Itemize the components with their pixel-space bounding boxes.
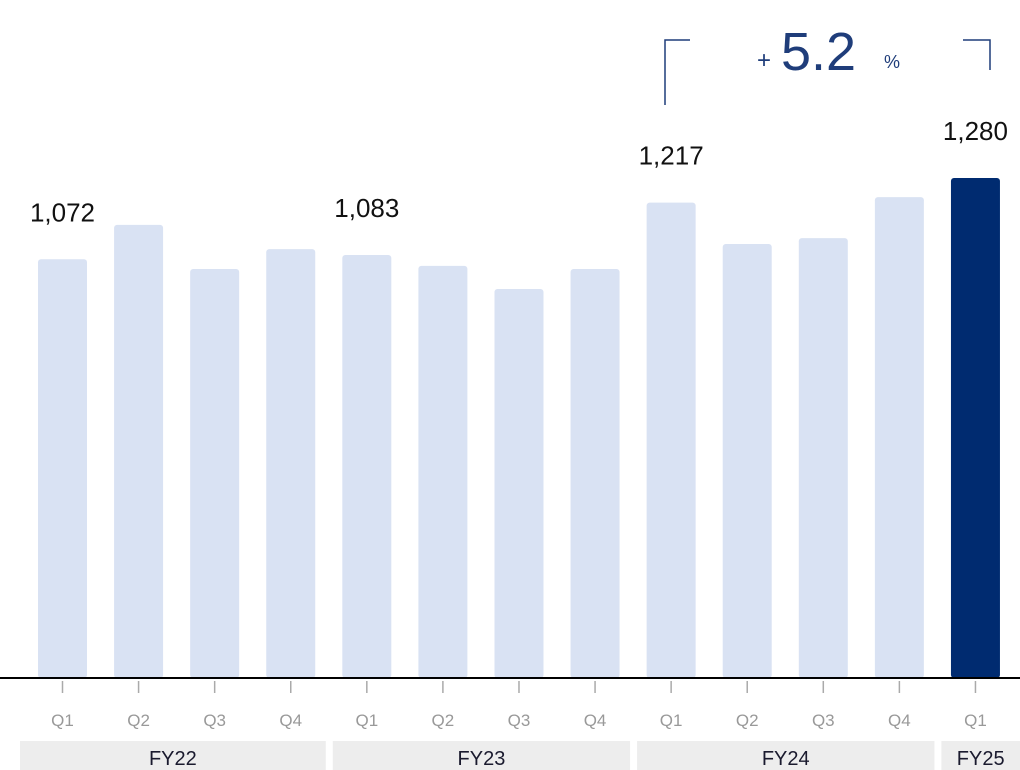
group-label: FY22 <box>149 748 197 770</box>
bar <box>342 254 392 678</box>
bracket-left <box>664 39 690 105</box>
group-box <box>941 741 1020 770</box>
x-tick-label: Q4 <box>888 711 911 730</box>
group-box <box>20 741 326 770</box>
bar <box>38 259 87 678</box>
bar <box>950 178 1000 678</box>
x-tick-label: Q2 <box>736 711 759 730</box>
value-label: 1,083 <box>334 193 399 223</box>
group-label: FY23 <box>458 748 506 770</box>
group-box <box>332 741 631 770</box>
bar <box>266 249 316 678</box>
annotation-value: 5.2 <box>781 22 856 82</box>
value-label: 1,072 <box>30 197 95 227</box>
growth-bracket <box>664 39 991 105</box>
bracket-right <box>963 39 991 70</box>
x-tick-label: Q4 <box>584 711 607 730</box>
x-tick-label: Q2 <box>432 711 455 730</box>
x-tick-label: Q4 <box>279 711 302 730</box>
bar <box>646 202 696 678</box>
bar <box>798 238 848 678</box>
annotation-unit: % <box>884 52 900 72</box>
bar <box>114 224 164 678</box>
bar <box>722 244 772 678</box>
x-tick-label: Q1 <box>660 711 683 730</box>
group-label: FY24 <box>762 748 810 770</box>
group-box <box>637 741 935 770</box>
x-tick-label: Q1 <box>51 711 74 730</box>
bar <box>418 265 468 678</box>
bar <box>190 269 240 678</box>
value-label: 1,217 <box>639 141 704 171</box>
x-tick-label: Q3 <box>508 711 531 730</box>
x-tick-label: Q1 <box>355 711 378 730</box>
value-label: 1,280 <box>943 116 1008 146</box>
group-label: FY25 <box>957 748 1005 770</box>
x-tick-label: Q3 <box>812 711 835 730</box>
annotation-sign: + <box>757 47 771 74</box>
x-tick-label: Q2 <box>127 711 150 730</box>
bar <box>494 288 544 678</box>
bar <box>874 197 924 678</box>
x-tick-label: Q1 <box>964 711 987 730</box>
bar <box>570 269 620 678</box>
x-tick-label: Q3 <box>203 711 226 730</box>
